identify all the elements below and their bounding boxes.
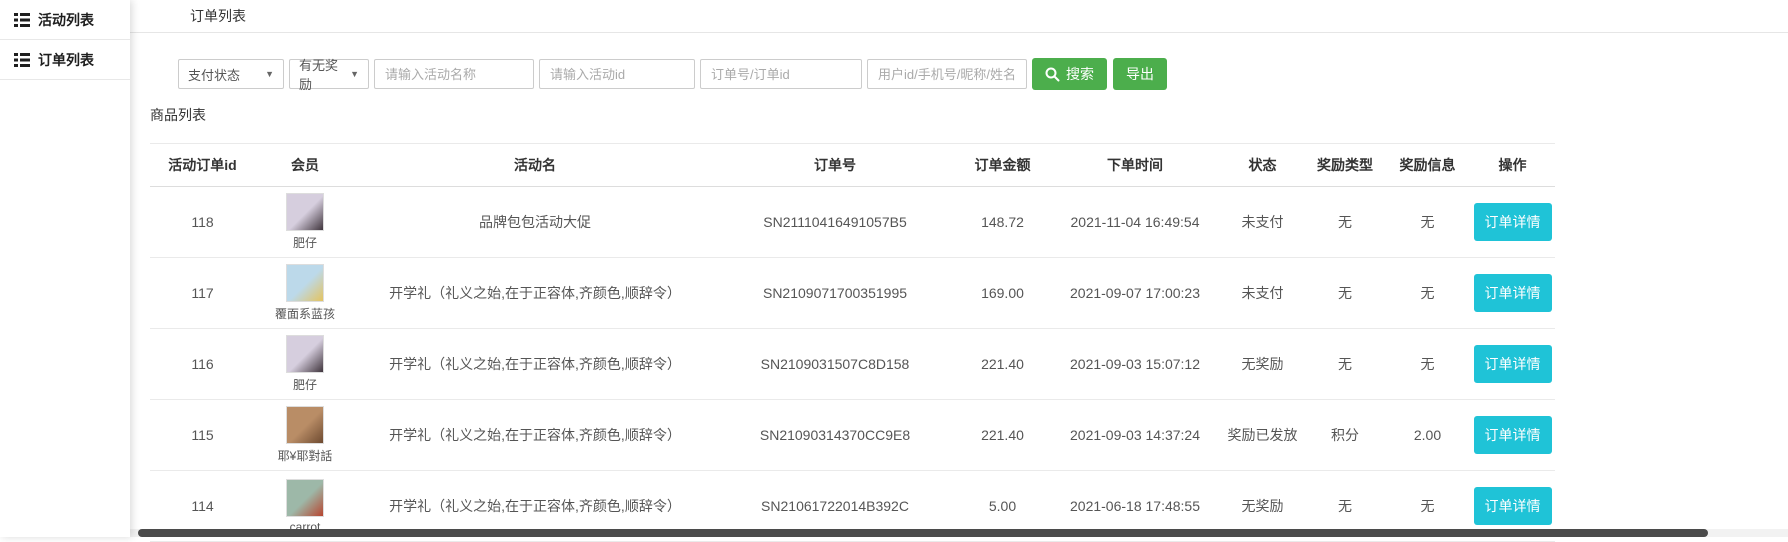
pay-status-select-value: 支付状态 [188,65,240,84]
member-cell: carrot [255,479,355,534]
order-detail-button[interactable]: 订单详情 [1474,274,1552,312]
user-input[interactable] [867,59,1027,89]
col-header-order-no: 订单号 [715,144,955,187]
activity-name-input[interactable] [374,59,534,89]
col-header-reward-type: 奖励类型 [1305,144,1385,187]
cell-reward-type: 无 [1305,329,1385,400]
cell-order-no: SN21110416491057B5 [715,187,955,258]
cell-amount: 221.40 [955,329,1050,400]
col-header-reward-info: 奖励信息 [1385,144,1470,187]
sidebar-item-order-list[interactable]: 订单列表 [0,40,130,80]
export-button[interactable]: 导出 [1113,58,1167,90]
member-name: 覆面系蓝孩 [275,305,335,322]
chevron-down-icon: ▼ [265,69,274,79]
cell-reward-info: 无 [1385,329,1470,400]
table-row: 118 肥仔 品牌包包活动大促 SN21110416491057B5 148.7… [150,187,1555,258]
chevron-down-icon: ▼ [350,69,359,79]
cell-reward-type: 无 [1305,258,1385,329]
table-row: 117 覆面系蓝孩 开学礼（礼义之始,在于正容体,齐颜色,顺辞令） SN2109… [150,258,1555,329]
cell-status: 无奖励 [1220,329,1305,400]
list-icon [14,53,30,67]
member-cell: 覆面系蓝孩 [255,264,355,322]
horizontal-scrollbar-thumb[interactable] [138,529,1708,537]
member-cell: 耶¥耶對話 [255,406,355,464]
cell-reward-info: 无 [1385,258,1470,329]
cell-amount: 169.00 [955,258,1050,329]
sidebar: 活动列表 订单列表 [0,0,130,537]
section-label: 商品列表 [150,105,1788,125]
cell-order-id: 116 [150,329,255,400]
member-name: 耶¥耶對話 [278,447,333,464]
cell-amount: 221.40 [955,400,1050,471]
main-content: 订单列表 支付状态 ▼ 有无奖励 ▼ 搜索 导出 商品列表 [130,0,1788,537]
cell-reward-type: 无 [1305,187,1385,258]
member-avatar [286,479,324,517]
sidebar-item-activity-list[interactable]: 活动列表 [0,0,130,40]
order-detail-button[interactable]: 订单详情 [1474,416,1552,454]
cell-order-id: 115 [150,400,255,471]
member-avatar [286,335,324,373]
col-header-member: 会员 [255,144,355,187]
member-avatar [286,264,324,302]
reward-select-value: 有无奖励 [299,55,350,93]
cell-activity-name: 开学礼（礼义之始,在于正容体,齐颜色,顺辞令） [355,329,715,400]
col-header-status: 状态 [1220,144,1305,187]
member-avatar [286,406,324,444]
cell-order-time: 2021-09-07 17:00:23 [1050,258,1220,329]
cell-order-time: 2021-11-04 16:49:54 [1050,187,1220,258]
search-icon [1045,67,1060,82]
reward-select[interactable]: 有无奖励 ▼ [289,59,369,89]
cell-order-no: SN21090314370CC9E8 [715,400,955,471]
cell-order-id: 117 [150,258,255,329]
cell-reward-info: 无 [1385,187,1470,258]
order-table: 活动订单id 会员 活动名 订单号 订单金额 下单时间 状态 奖励类型 奖励信息… [150,143,1555,542]
page-title: 订单列表 [190,0,246,33]
col-header-activity: 活动名 [355,144,715,187]
search-button[interactable]: 搜索 [1032,58,1107,90]
filter-bar: 支付状态 ▼ 有无奖励 ▼ 搜索 导出 [178,58,1788,90]
col-header-order-id: 活动订单id [150,144,255,187]
order-detail-button[interactable]: 订单详情 [1474,345,1552,383]
cell-order-id: 118 [150,187,255,258]
cell-order-time: 2021-09-03 15:07:12 [1050,329,1220,400]
horizontal-scrollbar-track [130,529,1788,537]
member-name: 肥仔 [293,234,317,251]
table-row: 116 肥仔 开学礼（礼义之始,在于正容体,齐颜色,顺辞令） SN2109031… [150,329,1555,400]
col-header-actions: 操作 [1470,144,1555,187]
member-avatar [286,193,324,231]
cell-amount: 148.72 [955,187,1050,258]
cell-order-no: SN2109031507C8D158 [715,329,955,400]
sidebar-item-label: 活动列表 [38,10,94,30]
col-header-amount: 订单金额 [955,144,1050,187]
member-cell: 肥仔 [255,335,355,393]
table-row: 115 耶¥耶對話 开学礼（礼义之始,在于正容体,齐颜色,顺辞令） SN2109… [150,400,1555,471]
order-detail-button[interactable]: 订单详情 [1474,487,1552,525]
cell-activity-name: 品牌包包活动大促 [355,187,715,258]
member-cell: 肥仔 [255,193,355,251]
cell-activity-name: 开学礼（礼义之始,在于正容体,齐颜色,顺辞令） [355,258,715,329]
order-no-input[interactable] [700,59,862,89]
search-button-label: 搜索 [1066,64,1094,84]
cell-status: 奖励已发放 [1220,400,1305,471]
order-detail-button[interactable]: 订单详情 [1474,203,1552,241]
export-button-label: 导出 [1126,64,1154,84]
table-header-row: 活动订单id 会员 活动名 订单号 订单金额 下单时间 状态 奖励类型 奖励信息… [150,144,1555,187]
cell-status: 未支付 [1220,187,1305,258]
cell-reward-type: 积分 [1305,400,1385,471]
list-icon [14,13,30,27]
pay-status-select[interactable]: 支付状态 ▼ [178,59,284,89]
cell-order-no: SN2109071700351995 [715,258,955,329]
member-name: 肥仔 [293,376,317,393]
cell-reward-info: 2.00 [1385,400,1470,471]
sidebar-item-label: 订单列表 [38,50,94,70]
cell-status: 未支付 [1220,258,1305,329]
activity-id-input[interactable] [539,59,695,89]
col-header-time: 下单时间 [1050,144,1220,187]
cell-activity-name: 开学礼（礼义之始,在于正容体,齐颜色,顺辞令） [355,400,715,471]
cell-order-time: 2021-09-03 14:37:24 [1050,400,1220,471]
content-header: 订单列表 [130,0,1788,33]
